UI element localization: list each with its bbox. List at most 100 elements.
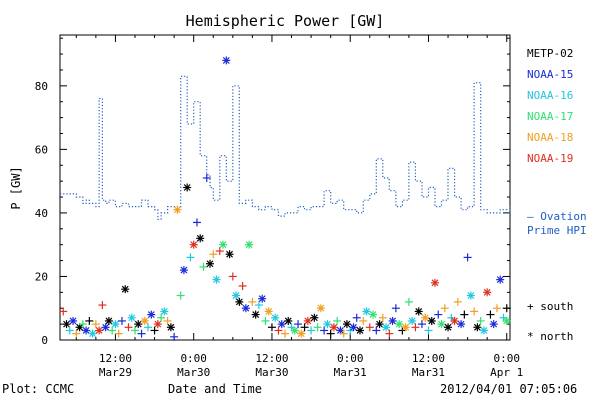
data-point-metp-02-south <box>267 323 276 332</box>
marker-stroke <box>190 241 198 249</box>
data-point-metp-02-north <box>121 285 130 294</box>
data-point-noaa-15-north <box>349 323 358 332</box>
data-point-noaa-16-north <box>362 307 371 316</box>
marker-stroke <box>121 285 129 293</box>
legend-ovation-line1: — Ovation <box>527 210 587 223</box>
marker-stroke <box>245 241 253 249</box>
data-point-metp-02-north <box>473 323 482 332</box>
marker-stroke <box>297 330 305 338</box>
marker-stroke <box>483 288 491 296</box>
data-point-noaa-18-north <box>173 205 182 214</box>
marker-stroke <box>242 304 250 312</box>
marker-stroke <box>134 320 142 328</box>
data-point-noaa-18-north <box>316 304 325 313</box>
marker-stroke <box>219 241 227 249</box>
data-point-noaa-18-south <box>248 297 257 306</box>
y-tick-label: 80 <box>35 80 48 93</box>
data-point-noaa-17-south <box>199 262 208 271</box>
marker-stroke <box>95 327 103 334</box>
data-point-noaa-16-north <box>111 320 120 329</box>
marker-stroke <box>180 266 188 274</box>
marker-stroke <box>69 317 77 325</box>
data-point-noaa-16-north <box>212 275 221 284</box>
data-point-noaa-19-north <box>431 278 439 287</box>
data-point-noaa-19-north <box>303 316 312 325</box>
legend-entry-noaa-18: NOAA-18 <box>527 131 573 144</box>
marker-stroke <box>337 327 344 334</box>
x-tick-label-time: 0:00 <box>493 352 520 365</box>
data-point-noaa-17-north <box>369 310 378 319</box>
data-point-noaa-19-north <box>483 288 492 297</box>
marker-stroke <box>490 320 498 328</box>
data-point-metp-02-north <box>251 310 260 319</box>
marker-stroke <box>154 320 162 328</box>
marker-stroke <box>376 320 383 328</box>
data-point-noaa-19-north <box>189 240 198 249</box>
marker-stroke <box>89 330 97 338</box>
data-point-noaa-15-north <box>258 294 267 303</box>
data-point-noaa-16-north <box>160 307 169 316</box>
data-point-noaa-15-south <box>320 326 329 335</box>
data-point-metp-02-north <box>414 307 423 316</box>
marker-stroke <box>112 320 119 328</box>
data-point-noaa-16-north <box>382 323 391 332</box>
marker-stroke <box>105 317 113 325</box>
data-point-metp-02-north <box>427 316 436 325</box>
data-point-noaa-16-north <box>127 313 136 322</box>
legend-entry-noaa-15: NOAA-15 <box>527 68 573 81</box>
data-point-noaa-16-north <box>479 326 488 335</box>
marker-stroke <box>369 311 377 319</box>
data-point-metp-02-north <box>166 323 175 332</box>
marker-stroke <box>183 184 191 191</box>
data-point-noaa-16-south <box>144 323 153 332</box>
data-point-noaa-16-north <box>232 291 241 300</box>
data-point-noaa-17-north <box>219 240 228 249</box>
data-point-noaa-15-north <box>241 304 250 313</box>
data-point-noaa-15-south <box>170 332 179 341</box>
marker-stroke <box>265 307 273 315</box>
y-tick-label: 40 <box>35 207 48 220</box>
data-point-noaa-15-north <box>179 266 188 275</box>
marker-stroke <box>473 323 481 331</box>
data-point-noaa-17-north <box>437 320 446 329</box>
data-point-metp-02-north <box>235 297 244 306</box>
data-point-metp-02-north <box>284 316 293 325</box>
marker-stroke <box>363 307 370 315</box>
marker-stroke <box>438 320 445 328</box>
chart-title: Hemispheric Power [GW] <box>186 12 385 30</box>
data-point-noaa-18-north <box>297 329 306 338</box>
data-point-noaa-18-south <box>281 329 289 338</box>
data-point-metp-02-north <box>206 259 214 268</box>
plot-frame <box>59 34 511 341</box>
data-point-noaa-18-south <box>470 307 479 316</box>
data-point-noaa-18-south <box>114 329 123 338</box>
marker-stroke <box>291 327 299 334</box>
data-point-metp-02-south <box>150 326 159 335</box>
data-point-noaa-19-south <box>59 307 68 316</box>
data-point-noaa-15-north <box>82 326 91 335</box>
data-point-noaa-18-south <box>72 329 81 338</box>
marker-stroke <box>258 295 266 303</box>
data-point-noaa-15-south <box>434 310 443 319</box>
marker-stroke <box>408 317 416 325</box>
data-point-metp-02-north <box>342 320 351 329</box>
data-point-noaa-16-south <box>254 301 263 310</box>
y-axis: 0 20 40 60 80 <box>35 37 510 347</box>
data-point-noaa-19-south <box>411 323 420 332</box>
marker-stroke <box>271 314 279 322</box>
marker-stroke <box>147 311 155 319</box>
marker-stroke <box>431 279 439 287</box>
data-point-noaa-15-north <box>101 323 110 332</box>
marker-stroke <box>232 292 240 299</box>
y-tick-label: 20 <box>35 270 48 283</box>
data-point-noaa-17-south <box>131 326 139 335</box>
data-point-noaa-19-north <box>450 316 459 325</box>
legend: METP-02 NOAA-15 NOAA-16 NOAA-17 NOAA-18 NOAA-… <box>527 47 587 343</box>
marker-stroke <box>330 323 338 331</box>
ovation-step-line <box>60 75 511 220</box>
data-point-noaa-18-south <box>453 297 462 306</box>
data-point-noaa-17-south <box>78 320 87 329</box>
marker-stroke <box>141 317 149 325</box>
data-point-noaa-16-south <box>307 326 316 335</box>
data-point-noaa-19-south <box>385 329 394 338</box>
